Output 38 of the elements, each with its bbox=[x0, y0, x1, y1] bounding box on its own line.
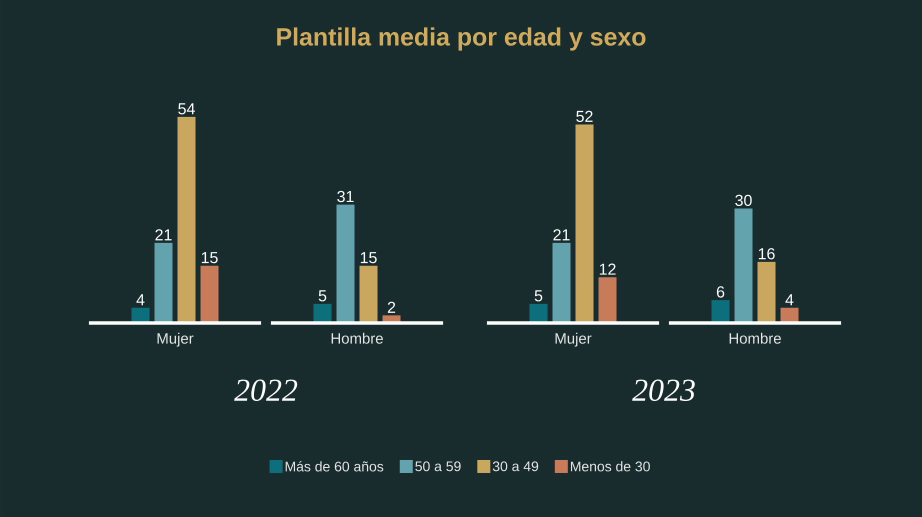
data-label: 12 bbox=[600, 264, 616, 275]
legend-label: 30 a 49 bbox=[492, 461, 538, 472]
data-label: 4 bbox=[136, 294, 144, 306]
data-label: 15 bbox=[202, 252, 218, 264]
bar bbox=[336, 204, 355, 323]
bar bbox=[360, 266, 378, 323]
bar bbox=[598, 277, 617, 323]
data-label: 21 bbox=[553, 229, 570, 240]
x-tick-label: Hombre bbox=[730, 332, 781, 344]
data-label: 30 bbox=[735, 194, 752, 206]
legend-label: Menos de 30 bbox=[570, 461, 650, 472]
bar bbox=[178, 116, 196, 323]
bar bbox=[758, 262, 776, 323]
data-label: 16 bbox=[758, 248, 775, 260]
data-label: 4 bbox=[785, 294, 794, 306]
bar bbox=[734, 208, 753, 323]
data-label: 6 bbox=[716, 286, 724, 298]
legend-label: 50 a 59 bbox=[415, 461, 461, 472]
data-label: 15 bbox=[360, 252, 377, 264]
x-tick-label: Mujer bbox=[556, 332, 592, 347]
chart-title: Plantilla media por edad y sexo bbox=[277, 27, 646, 51]
data-label: 5 bbox=[534, 290, 542, 302]
bar bbox=[552, 242, 571, 323]
legend-label: Más de 60 años bbox=[286, 461, 384, 472]
data-label: 2 bbox=[388, 302, 396, 313]
bar bbox=[712, 300, 730, 323]
data-label: 54 bbox=[178, 103, 195, 114]
bar bbox=[200, 266, 219, 323]
x-axis-title: 2023 bbox=[632, 380, 695, 402]
bar bbox=[154, 242, 173, 323]
x-axis-title: 2022 bbox=[234, 380, 298, 402]
data-label: 5 bbox=[318, 290, 326, 302]
data-label: 52 bbox=[576, 110, 593, 122]
data-label: 21 bbox=[155, 229, 172, 240]
bar bbox=[576, 124, 594, 323]
x-tick-label: Hombre bbox=[332, 332, 383, 344]
data-label: 31 bbox=[337, 190, 354, 202]
x-tick-label: Mujer bbox=[158, 332, 194, 347]
